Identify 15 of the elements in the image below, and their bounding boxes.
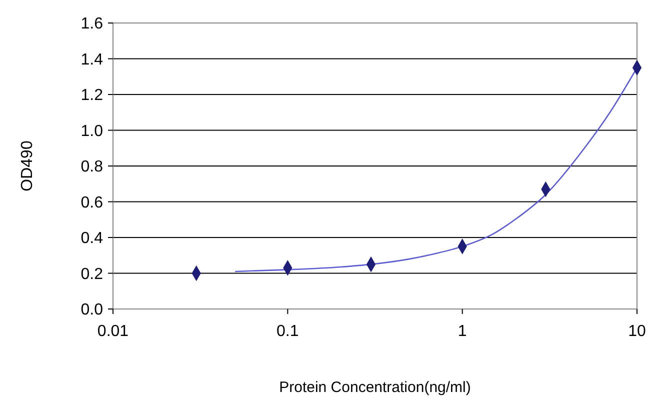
y-tick-label: 1.0 — [80, 122, 104, 140]
x-tick-label: 0.1 — [276, 323, 299, 340]
y-axis-title: OD490 — [19, 140, 36, 192]
y-tick-label: 1.2 — [80, 87, 104, 104]
x-tick-label: 10 — [628, 323, 646, 340]
x-tick-label: 1 — [458, 323, 467, 340]
y-tick-label: 0.0 — [80, 302, 104, 319]
y-tick-label: 0.6 — [80, 194, 104, 212]
y-tick-label: 0.2 — [80, 266, 104, 283]
y-tick-label: 1.4 — [80, 51, 104, 68]
y-tick-label: 1.6 — [80, 16, 104, 33]
x-axis-title: Protein Concentration(ng/ml) — [279, 379, 471, 396]
x-tick-label: 0.01 — [97, 323, 129, 340]
y-tick-label: 0.8 — [80, 158, 104, 176]
y-tick-label: 0.4 — [80, 230, 104, 248]
